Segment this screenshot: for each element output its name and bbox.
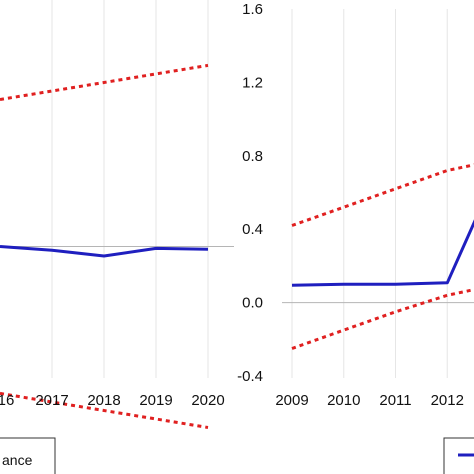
left-estimate-line xyxy=(0,245,209,258)
left-x-tick-label: 16 xyxy=(0,392,14,409)
right-x-tick-label: 2011 xyxy=(379,392,411,409)
left-x-tick-label: 2018 xyxy=(87,392,120,409)
right-estimate-line xyxy=(291,219,474,287)
left-x-tick-label: 2019 xyxy=(139,392,172,409)
left-chart: 16 2017 2018 2019 2020 xyxy=(0,0,234,429)
right-y-tick-label: 0.0 xyxy=(242,295,263,312)
left-legend-box xyxy=(0,437,56,474)
right-legend xyxy=(443,437,474,474)
left-legend: ance xyxy=(0,437,56,474)
right-y-tick-label: 1.2 xyxy=(242,74,263,91)
right-y-tick-label: -0.4 xyxy=(237,368,263,385)
left-legend-label: ance xyxy=(2,452,33,468)
left-upper-bound-line xyxy=(0,63,209,101)
right-y-tick-label: 1.6 xyxy=(242,1,263,18)
right-lower-bound-line xyxy=(291,288,474,350)
right-x-tick-label: 2010 xyxy=(327,392,360,409)
right-chart: -0.4 0.0 0.4 0.8 1.2 1.6 2009 2010 2011 2012 xyxy=(237,1,474,409)
left-x-tick-label: 2020 xyxy=(191,392,224,409)
right-y-tick-label: 0.8 xyxy=(242,148,263,165)
right-y-tick-label: 0.4 xyxy=(242,221,263,238)
left-x-tick-label: 2017 xyxy=(35,392,68,409)
left-lower-bound-line xyxy=(0,391,209,429)
right-x-tick-label: 2009 xyxy=(275,392,308,409)
right-x-tick-label: 2012 xyxy=(431,392,464,409)
right-upper-bound-line xyxy=(291,163,474,227)
